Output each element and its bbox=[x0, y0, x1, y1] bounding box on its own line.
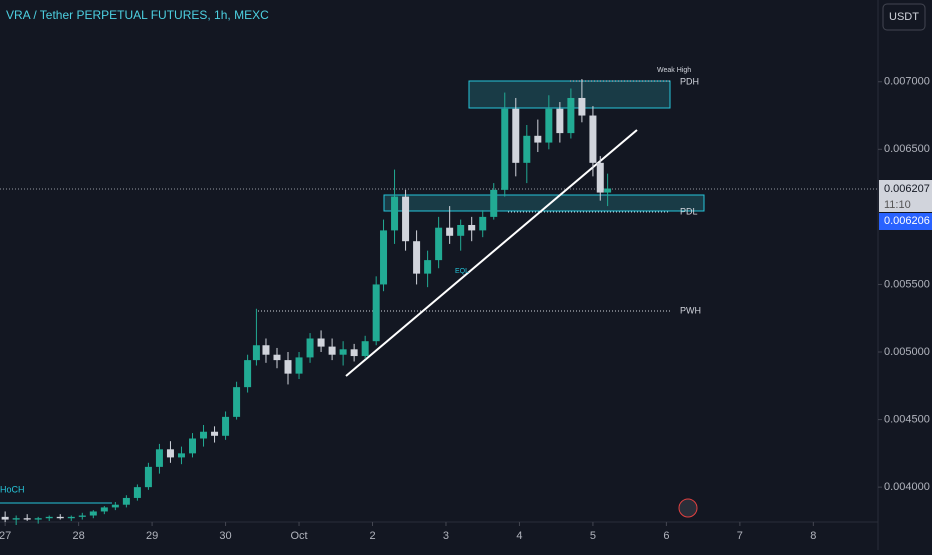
currency-button[interactable] bbox=[882, 3, 926, 31]
candle-body bbox=[111, 504, 119, 508]
x-tick-label: 27 bbox=[0, 530, 11, 542]
pdl-label: PDL bbox=[680, 206, 698, 216]
candle-body bbox=[512, 108, 520, 163]
x-tick-label: 28 bbox=[72, 530, 84, 542]
eql-label: EQL bbox=[455, 268, 469, 275]
candle-body bbox=[556, 108, 564, 134]
y-tick-label: 0.006500 bbox=[884, 143, 930, 155]
candle-body bbox=[12, 518, 20, 520]
candle-body bbox=[446, 227, 454, 236]
candle-body bbox=[317, 338, 325, 347]
candle-body bbox=[501, 108, 509, 190]
candle-body bbox=[457, 224, 465, 236]
candle-body bbox=[295, 357, 303, 374]
last-price: 0.006207 bbox=[884, 183, 930, 195]
candle-body bbox=[306, 338, 314, 358]
candle-body bbox=[339, 349, 347, 355]
y-tick-label: 0.005000 bbox=[884, 346, 930, 358]
candle-body bbox=[222, 416, 230, 436]
y-tick-label: 0.007000 bbox=[884, 76, 930, 88]
candle-body bbox=[273, 354, 281, 361]
candle-body bbox=[177, 453, 185, 458]
x-tick-label: 2 bbox=[369, 530, 375, 542]
x-tick-label: 30 bbox=[219, 530, 231, 542]
candles bbox=[1, 79, 612, 525]
trend-line bbox=[345, 129, 638, 377]
candle-body bbox=[578, 97, 586, 116]
candle-body bbox=[350, 349, 358, 357]
weak-high-label: Weak High bbox=[657, 67, 691, 74]
pwh-label: PWH bbox=[680, 305, 701, 315]
candle-body bbox=[567, 97, 575, 134]
pdl-zone bbox=[383, 194, 705, 212]
candle-body bbox=[402, 196, 410, 242]
candle-body bbox=[413, 241, 421, 274]
candle-body bbox=[372, 284, 380, 342]
candle-body bbox=[328, 346, 336, 355]
candle-body bbox=[144, 466, 152, 488]
candle-body bbox=[604, 188, 612, 193]
x-tick-label: 6 bbox=[663, 530, 669, 542]
y-tick-label: 0.004000 bbox=[884, 481, 930, 493]
candle-body bbox=[188, 438, 196, 454]
candle-body bbox=[133, 487, 141, 498]
candle-body bbox=[284, 360, 292, 374]
candle-body bbox=[89, 511, 97, 516]
candle-body bbox=[262, 345, 270, 355]
candle-body bbox=[589, 115, 597, 163]
countdown: 11:10 bbox=[884, 199, 911, 211]
candle-body bbox=[200, 431, 208, 439]
choch-label: HoCH bbox=[0, 484, 25, 494]
candle-body bbox=[534, 135, 542, 143]
x-tick-label: 3 bbox=[443, 530, 449, 542]
candle-body bbox=[523, 135, 531, 163]
candle-body bbox=[252, 345, 260, 361]
x-tick-label: 8 bbox=[810, 530, 816, 542]
candle-body bbox=[380, 230, 388, 285]
bid-price: 0.006206 bbox=[884, 215, 930, 227]
y-tick-label: 0.004500 bbox=[884, 413, 930, 425]
x-tick-label: 4 bbox=[516, 530, 522, 542]
candle-body bbox=[45, 516, 53, 519]
candle-body bbox=[1, 516, 9, 520]
candle-body bbox=[211, 431, 219, 436]
candle-body bbox=[391, 196, 399, 231]
candle-body bbox=[56, 516, 64, 519]
candle-body bbox=[244, 360, 252, 388]
candle-body bbox=[78, 515, 86, 517]
pdh-label: PDH bbox=[680, 76, 699, 86]
candle-body bbox=[122, 497, 130, 505]
x-tick-label: 5 bbox=[590, 530, 596, 542]
candle-body bbox=[361, 341, 369, 357]
candle-body bbox=[545, 108, 553, 143]
candle-body bbox=[100, 507, 108, 512]
countdown-box bbox=[879, 198, 932, 212]
candle-body bbox=[233, 387, 241, 417]
candle-body bbox=[23, 518, 31, 520]
chart-title: VRA / Tether PERPETUAL FUTURES, 1h, MEXC bbox=[6, 8, 269, 22]
y-tick-label: 0.005500 bbox=[884, 278, 930, 290]
x-tick-label: Oct bbox=[290, 530, 307, 542]
currency-label[interactable]: USDT bbox=[889, 11, 919, 23]
x-tick-label: 7 bbox=[737, 530, 743, 542]
candle-body bbox=[468, 224, 476, 231]
candle-body bbox=[34, 518, 42, 520]
candle-body bbox=[596, 162, 604, 193]
candle-body bbox=[435, 227, 443, 261]
candle-body bbox=[424, 260, 432, 274]
candle-body bbox=[155, 449, 163, 467]
candle-body bbox=[479, 216, 487, 231]
candle-body bbox=[490, 189, 498, 217]
bid-price-box bbox=[879, 213, 932, 230]
event-icon[interactable] bbox=[678, 498, 698, 518]
last-price-box bbox=[879, 180, 932, 198]
x-tick-label: 29 bbox=[146, 530, 158, 542]
candle-body bbox=[67, 516, 75, 519]
candle-body bbox=[166, 449, 174, 458]
